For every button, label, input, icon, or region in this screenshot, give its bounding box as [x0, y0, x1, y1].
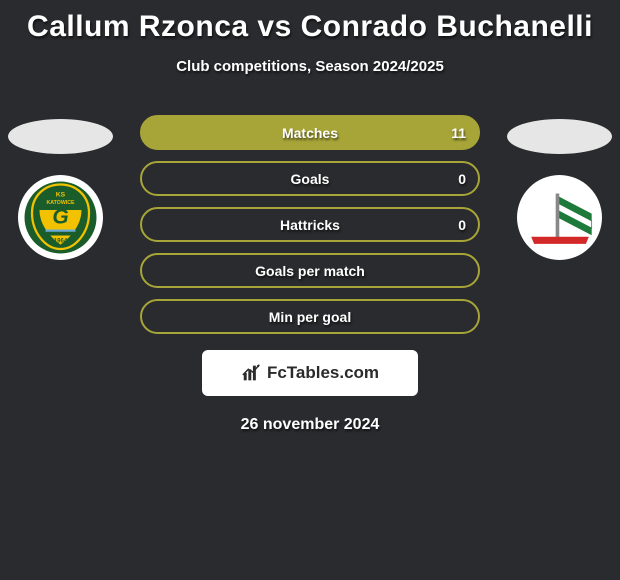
club-logo-left: KS KATOWICE G 1964: [18, 175, 103, 260]
crest-text-year: 1964: [54, 238, 68, 244]
club-logo-right: [517, 175, 602, 260]
stat-bar: Hattricks 0: [140, 207, 480, 242]
stat-bar-label: Goals: [291, 171, 330, 187]
stat-bar-value: 0: [458, 171, 466, 187]
stat-bar: Matches 11: [140, 115, 480, 150]
chart-icon: [241, 362, 263, 384]
stat-bar-label: Matches: [282, 125, 338, 141]
date-text: 26 november 2024: [0, 416, 620, 434]
stat-bar: Min per goal: [140, 299, 480, 334]
stat-bar: Goals per match: [140, 253, 480, 288]
brand-text: FcTables.com: [267, 363, 379, 383]
page-title: Callum Rzonca vs Conrado Buchanelli: [0, 0, 620, 44]
crest-gks-icon: KS KATOWICE G 1964: [23, 180, 98, 255]
stats-area: KS KATOWICE G 1964 Matches11Goals0Hattri…: [0, 115, 620, 334]
stat-bar-label: Hattricks: [280, 217, 340, 233]
stat-bars: Matches 11 Goals 0 Hattricks 0 Goals per match…: [140, 115, 480, 334]
player-ellipse-right: [507, 119, 612, 154]
player-ellipse-left: [8, 119, 113, 154]
stat-bar-label: Goals per match: [255, 263, 365, 279]
stat-bar-value: 11: [451, 125, 466, 141]
stat-bar-label: Min per goal: [269, 309, 351, 325]
stat-bar-value: 0: [458, 217, 466, 233]
brand-box: FcTables.com: [202, 350, 418, 396]
page-subtitle: Club competitions, Season 2024/2025: [0, 58, 620, 75]
crest-letter-g: G: [52, 206, 68, 229]
crest-text-ks: KS: [56, 192, 66, 199]
stat-bar: Goals 0: [140, 161, 480, 196]
crest-lechia-icon: [524, 182, 596, 254]
